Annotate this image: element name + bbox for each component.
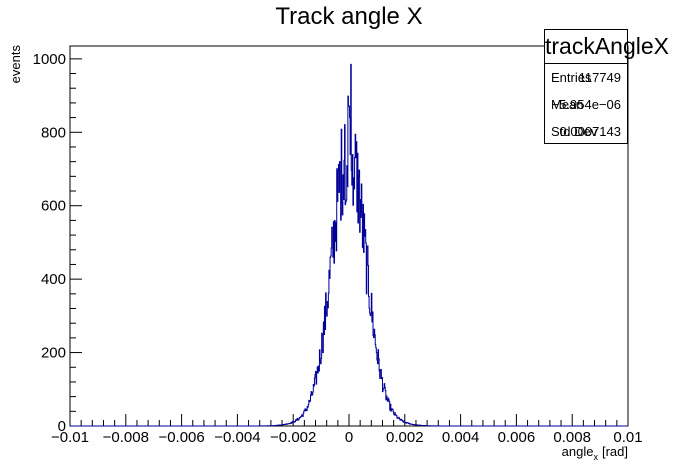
- x-tick-label: 0.002: [386, 429, 424, 446]
- x-tick-label: 0.01: [613, 429, 642, 446]
- x-tick-label: −0.002: [270, 429, 316, 446]
- stats-stddev-label: Std Dev: [551, 124, 598, 139]
- stats-entries-value: 117749: [578, 70, 621, 85]
- stats-stddev-value: 0.0007143: [559, 124, 621, 139]
- stats-mean-row: Mean −5.954e−06: [545, 91, 627, 118]
- x-axis-label-subscript: x: [593, 452, 598, 462]
- y-tick-label: 400: [41, 271, 66, 288]
- y-tick-label: 200: [41, 345, 66, 362]
- x-tick-label: 0: [345, 429, 353, 446]
- x-tick-label: 0.004: [442, 429, 480, 446]
- x-axis-label: anglex [rad]: [562, 444, 628, 462]
- chart-title: Track angle X: [275, 3, 422, 30]
- stats-entries-row: Entries 117749: [545, 64, 627, 91]
- x-tick-label: 0.006: [498, 429, 536, 446]
- x-axis-label-unit: [rad]: [602, 444, 628, 459]
- x-axis-tick-labels: −0.01 −0.008 −0.006 −0.004 −0.002 0 0.002 0.004…: [51, 429, 643, 446]
- x-tick-label: −0.004: [214, 429, 260, 446]
- x-tick-label: −0.006: [158, 429, 204, 446]
- x-tick-label: −0.01: [51, 429, 89, 446]
- y-tick-label: 0: [58, 418, 66, 435]
- stats-mean-label: Mean: [551, 97, 584, 112]
- x-tick-label: 0.008: [553, 429, 591, 446]
- x-axis-label-main: angle: [562, 444, 594, 459]
- y-tick-label: 1000: [33, 51, 66, 68]
- stats-box-title: trackAngleX: [545, 30, 669, 64]
- stats-entries-label: Entries: [551, 70, 592, 85]
- histogram-series: [70, 63, 628, 427]
- x-tick-label: −0.008: [103, 429, 149, 446]
- stats-stddev-row: Std Dev 0.0007143: [545, 118, 627, 145]
- y-tick-label: 600: [41, 198, 66, 215]
- y-axis-tick-labels: 0 200 400 600 800 1000: [33, 51, 66, 435]
- stats-mean-value: −5.954e−06: [551, 97, 621, 112]
- y-axis-label: events: [8, 45, 23, 84]
- y-axis-ticks: [70, 58, 82, 427]
- stats-box: trackAngleX Entries 117749 Mean −5.954e−…: [544, 29, 669, 145]
- x-axis-ticks: [69, 414, 629, 426]
- y-tick-label: 800: [41, 124, 66, 141]
